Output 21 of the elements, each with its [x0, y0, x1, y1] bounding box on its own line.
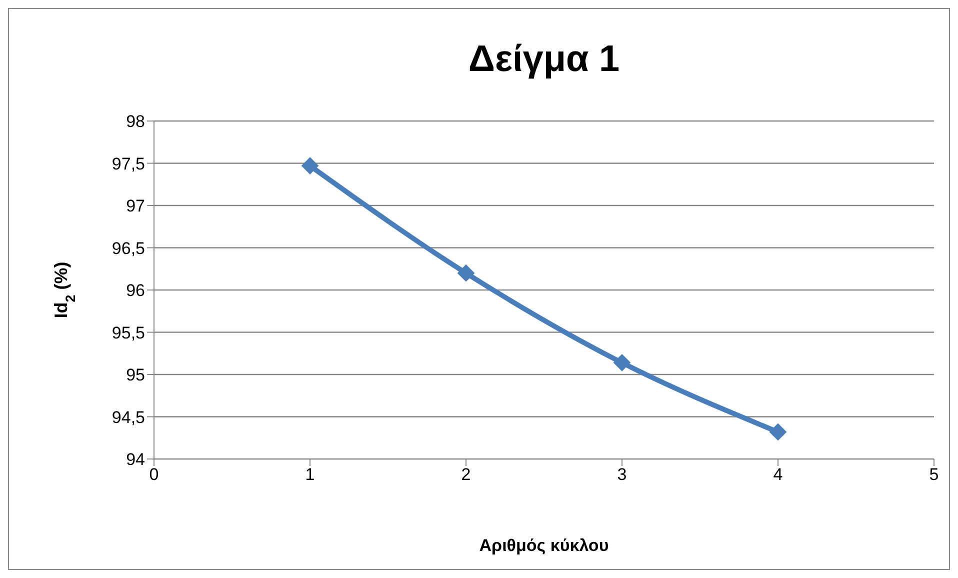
x-tick-label: 2: [461, 465, 471, 484]
y-tick-label: 98: [126, 112, 145, 132]
x-tick-label: 3: [617, 465, 627, 484]
y-tick-label: 97: [126, 196, 145, 216]
y-tick-label: 95: [126, 366, 145, 385]
y-tick-label: 96,5: [112, 238, 145, 258]
y-tick-label: 95,5: [112, 323, 145, 342]
y-tick-label: 94: [126, 450, 145, 470]
point: [614, 354, 630, 372]
point: [770, 423, 786, 440]
x-tick-label: 1: [305, 465, 315, 484]
x-tick-label: 4: [773, 465, 783, 484]
y-tick-label: 96: [126, 281, 145, 300]
x-tick-label: 5: [929, 465, 939, 484]
chart-title: Δείγμα 1: [468, 38, 620, 79]
y-tick-label: 97,5: [112, 154, 145, 174]
x-axis-title: Αριθμός κύκλου: [479, 536, 609, 555]
point: [458, 264, 474, 282]
y-tick-label: 94,5: [112, 408, 145, 427]
x-tick-label: 0: [149, 465, 159, 484]
point: [302, 157, 318, 174]
